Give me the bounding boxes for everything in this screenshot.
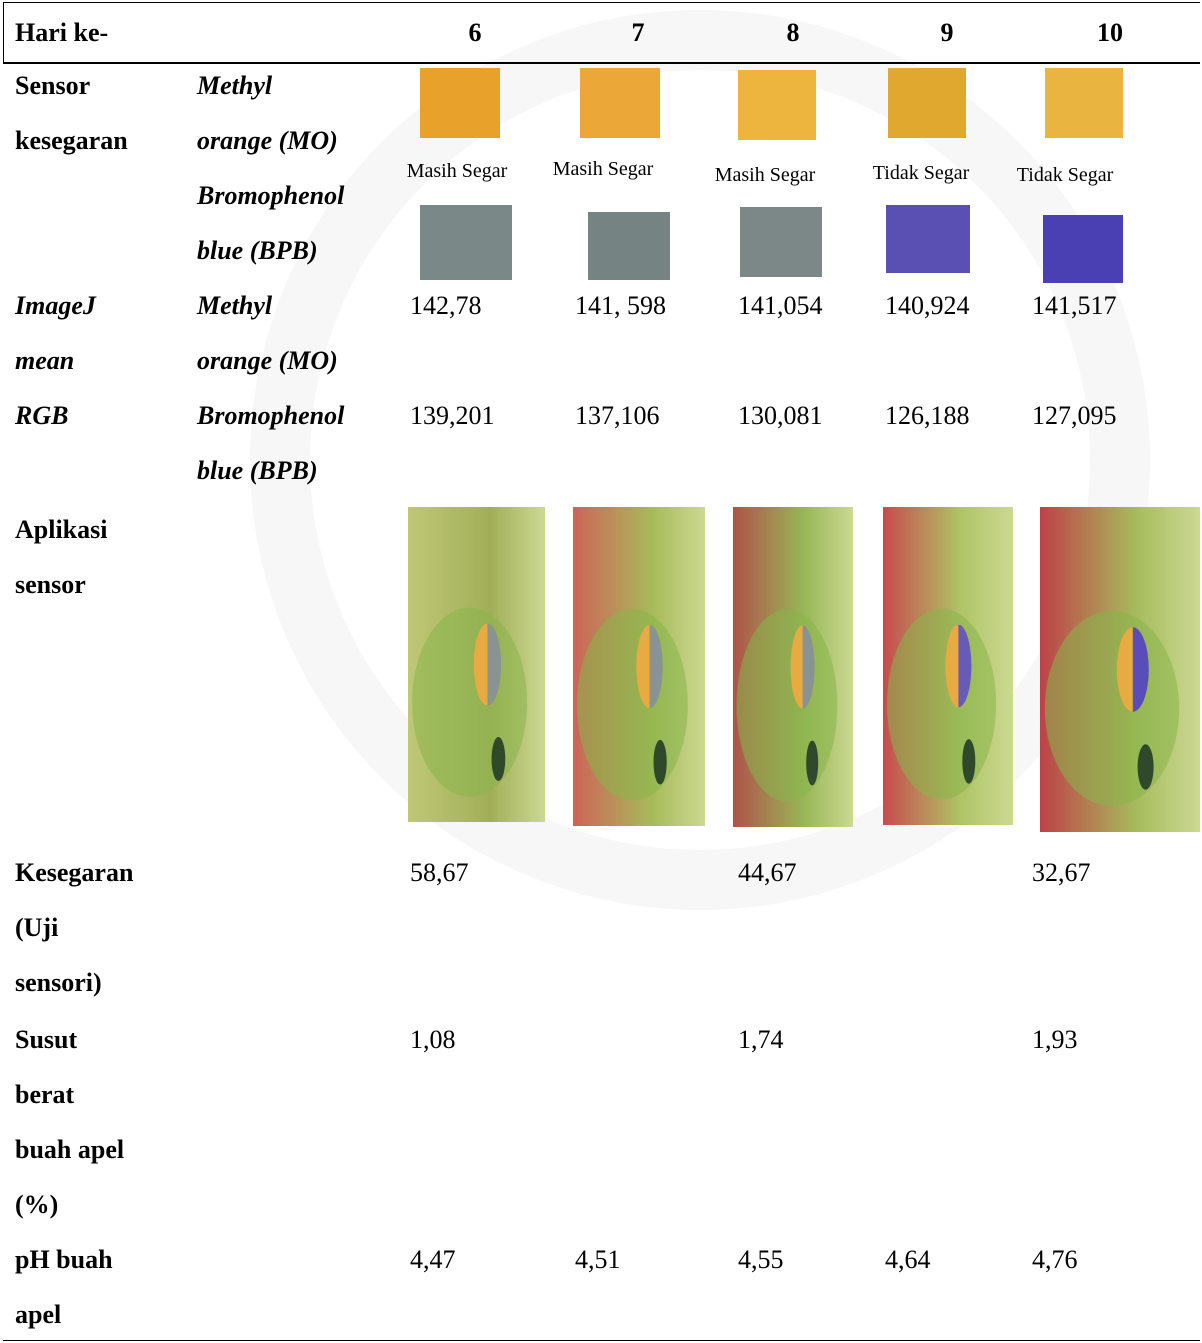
sub-label: Methyl bbox=[197, 71, 273, 100]
table-left-border bbox=[3, 2, 4, 62]
header-rule bbox=[3, 62, 1200, 64]
sub-label: Methyl bbox=[197, 291, 273, 320]
header-day: 8 bbox=[786, 18, 800, 47]
cell-value: 130,081 bbox=[738, 401, 823, 430]
header-day: 6 bbox=[468, 18, 482, 47]
sensor-photo bbox=[408, 507, 545, 822]
row-label: sensor bbox=[15, 570, 86, 599]
cell-value: 58,67 bbox=[410, 858, 469, 887]
row-label: apel bbox=[15, 1300, 62, 1329]
cell-value: 44,67 bbox=[738, 858, 797, 887]
status-label: Masih Segar bbox=[714, 164, 816, 186]
sub-label: orange (MO) bbox=[197, 346, 338, 375]
header-label: Hari ke- bbox=[15, 18, 109, 47]
row-label: (%) bbox=[15, 1190, 59, 1219]
cell-value: 4,55 bbox=[738, 1245, 784, 1274]
color-swatch bbox=[738, 70, 816, 140]
color-swatch bbox=[580, 68, 660, 138]
row-label: Kesegaran bbox=[15, 858, 134, 887]
sensor-photo bbox=[573, 507, 705, 826]
row-label: Aplikasi bbox=[15, 515, 108, 544]
row-label: berat bbox=[15, 1080, 75, 1109]
status-label: Masih Segar bbox=[552, 158, 654, 180]
cell-value: 137,106 bbox=[575, 401, 660, 430]
row-label: pH buah bbox=[15, 1245, 113, 1274]
color-swatch bbox=[888, 68, 966, 138]
cell-value: 126,188 bbox=[885, 401, 970, 430]
cell-value: 142,78 bbox=[410, 291, 482, 320]
sub-label: Bromophenol bbox=[197, 401, 345, 430]
table-top-border bbox=[3, 2, 1200, 3]
row-label: Susut bbox=[15, 1025, 78, 1054]
status-label: Tidak Segar bbox=[1016, 164, 1114, 186]
sub-label: blue (BPB) bbox=[197, 236, 318, 265]
cell-value: 141, 598 bbox=[575, 291, 666, 320]
sub-label: orange (MO) bbox=[197, 126, 338, 155]
cell-value: 1,08 bbox=[410, 1025, 456, 1054]
cell-value: 4,76 bbox=[1032, 1245, 1078, 1274]
row-label: Sensor bbox=[15, 71, 91, 100]
cell-value: 4,47 bbox=[410, 1245, 456, 1274]
row-label: sensori) bbox=[15, 968, 102, 997]
cell-value: 141,517 bbox=[1032, 291, 1117, 320]
cell-value: 1,74 bbox=[738, 1025, 784, 1054]
color-swatch bbox=[886, 205, 970, 273]
color-swatch bbox=[420, 205, 512, 280]
color-swatch bbox=[588, 212, 670, 280]
cell-value: 141,054 bbox=[738, 291, 823, 320]
status-label: Tidak Segar bbox=[872, 162, 970, 184]
table-bottom-border bbox=[3, 1340, 1200, 1341]
color-swatch bbox=[740, 207, 822, 277]
sensor-photo bbox=[733, 507, 853, 827]
header-day: 10 bbox=[1097, 18, 1123, 47]
cell-value: 140,924 bbox=[885, 291, 970, 320]
cell-value: 1,93 bbox=[1032, 1025, 1078, 1054]
cell-value: 4,64 bbox=[885, 1245, 931, 1274]
sensor-photo bbox=[1040, 507, 1200, 832]
header-day: 7 bbox=[631, 18, 645, 47]
sub-label: Bromophenol bbox=[197, 181, 345, 210]
row-label: RGB bbox=[15, 401, 69, 430]
sub-label: blue (BPB) bbox=[197, 456, 318, 485]
cell-value: 32,67 bbox=[1032, 858, 1091, 887]
cell-value: 139,201 bbox=[410, 401, 495, 430]
header-day: 9 bbox=[940, 18, 954, 47]
row-label: kesegaran bbox=[15, 126, 128, 155]
cell-value: 4,51 bbox=[575, 1245, 621, 1274]
row-label: mean bbox=[15, 346, 75, 375]
row-label: (Uji bbox=[15, 913, 59, 942]
color-swatch bbox=[1043, 215, 1123, 283]
color-swatch bbox=[1045, 68, 1123, 138]
row-label: ImageJ bbox=[15, 291, 96, 320]
sensor-photo bbox=[883, 507, 1013, 825]
status-label: Masih Segar bbox=[406, 160, 508, 182]
color-swatch bbox=[420, 68, 500, 138]
row-label: buah apel bbox=[15, 1135, 125, 1164]
cell-value: 127,095 bbox=[1032, 401, 1117, 430]
